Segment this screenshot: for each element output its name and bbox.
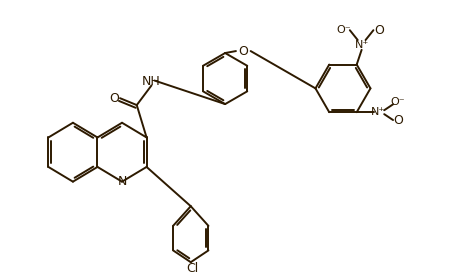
Text: NH: NH — [142, 75, 161, 88]
Text: O: O — [238, 45, 248, 57]
Text: N⁺: N⁺ — [371, 107, 385, 117]
Text: O: O — [374, 24, 384, 37]
Text: O⁻: O⁻ — [337, 25, 351, 35]
Text: O: O — [109, 92, 119, 105]
Text: O: O — [393, 114, 403, 126]
Text: O⁻: O⁻ — [391, 97, 405, 107]
Text: Cl: Cl — [186, 262, 199, 274]
Text: N: N — [117, 175, 127, 188]
Text: N⁺: N⁺ — [354, 40, 369, 50]
